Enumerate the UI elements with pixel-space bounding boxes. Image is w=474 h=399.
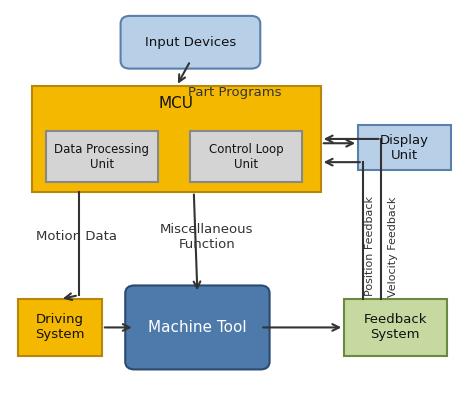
FancyBboxPatch shape — [358, 125, 451, 170]
FancyBboxPatch shape — [18, 299, 102, 356]
Text: Motion Data: Motion Data — [36, 230, 117, 243]
FancyBboxPatch shape — [344, 299, 447, 356]
FancyBboxPatch shape — [46, 131, 158, 182]
Text: Part Programs: Part Programs — [188, 85, 282, 99]
FancyBboxPatch shape — [120, 16, 260, 69]
Text: Data Processing
Unit: Data Processing Unit — [55, 142, 149, 170]
Text: Input Devices: Input Devices — [145, 36, 236, 49]
Text: Position Feedback: Position Feedback — [365, 196, 375, 296]
Text: Feedback
System: Feedback System — [364, 314, 427, 342]
Text: Velocity Feedback: Velocity Feedback — [388, 196, 398, 296]
FancyBboxPatch shape — [125, 285, 270, 369]
Text: MCU: MCU — [159, 96, 194, 111]
FancyBboxPatch shape — [191, 131, 302, 182]
Text: Control Loop
Unit: Control Loop Unit — [209, 142, 283, 170]
FancyBboxPatch shape — [32, 86, 321, 192]
Text: Miscellaneous
Function: Miscellaneous Function — [160, 223, 254, 251]
Text: Driving
System: Driving System — [35, 314, 85, 342]
Text: Machine Tool: Machine Tool — [148, 320, 247, 335]
Text: Display
Unit: Display Unit — [380, 134, 429, 162]
